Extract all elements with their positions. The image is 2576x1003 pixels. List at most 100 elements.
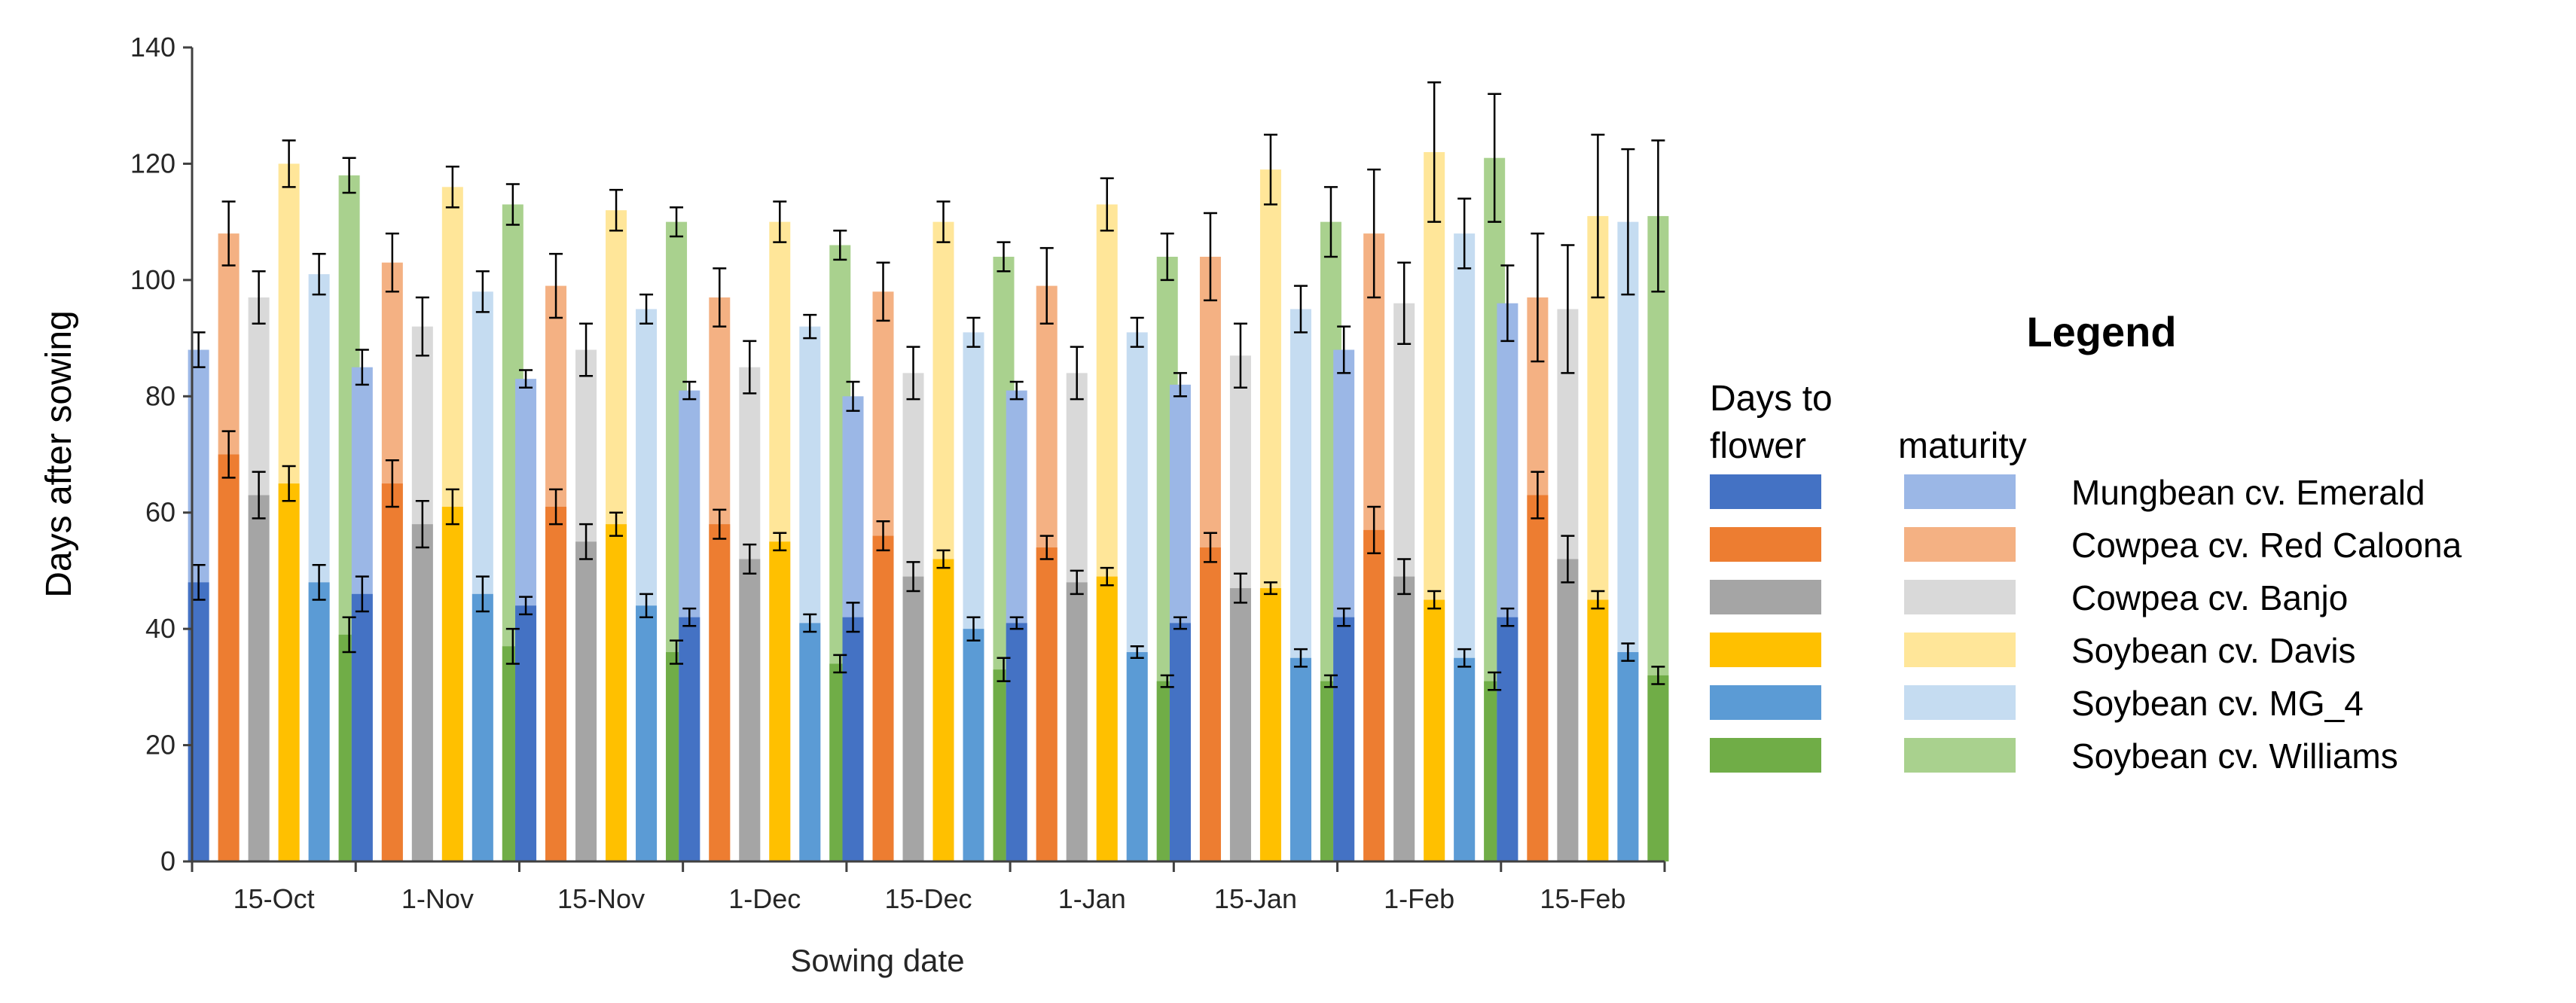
maturity-error-bar	[1173, 372, 1187, 398]
flower-bar	[636, 605, 658, 861]
flower-error-bar	[1160, 674, 1174, 688]
x-tick-label: 15-Oct	[233, 883, 315, 914]
maturity-error-bar	[876, 261, 890, 322]
flower-error-bar	[1621, 642, 1635, 662]
y-tick-label: 40	[145, 613, 175, 644]
maturity-error-bar	[1427, 81, 1442, 223]
flower-bar	[1454, 657, 1476, 861]
flower-bar	[351, 593, 373, 861]
y-ticks: 0 20 40 60 80 100 120 140	[130, 32, 192, 876]
maturity-error-bar	[966, 316, 981, 348]
legend-maturity-swatch	[1904, 633, 2016, 667]
flower-bar	[1527, 495, 1549, 861]
maturity-error-bar	[505, 183, 520, 226]
maturity-error-bar	[609, 188, 624, 232]
x-ticks: 15-Oct 1-Nov 15-Nov 1-Dec 15-Dec 1-Jan 15-Jan 1…	[191, 861, 1666, 914]
maturity-error-bar	[1323, 186, 1338, 258]
flower-bar	[799, 623, 821, 861]
flower-error-bar	[803, 613, 817, 633]
maturity-error-bar	[1651, 139, 1665, 293]
legend-maturity-header: maturity	[1898, 426, 2027, 466]
flower-error-bar	[1367, 505, 1381, 555]
flower-bar	[1497, 617, 1518, 861]
flower-error-bar	[1323, 674, 1338, 688]
maturity-error-bar	[639, 293, 654, 325]
flower-error-bar	[415, 500, 429, 549]
flower-error-bar	[966, 616, 981, 642]
flower-error-bar	[385, 459, 399, 508]
flower-bar	[1647, 675, 1669, 861]
flower-error-bar	[1233, 572, 1247, 604]
maturity-error-bar	[1367, 168, 1381, 299]
maturity-error-bar	[1397, 261, 1412, 346]
maturity-error-bar	[1070, 346, 1084, 401]
flower-error-bar	[906, 561, 920, 593]
maturity-error-bar	[670, 206, 684, 238]
flower-error-bar	[609, 511, 624, 537]
flower-bar	[1587, 599, 1609, 861]
legend-entry-label: Soybean cv. Williams	[2071, 736, 2398, 776]
maturity-error-bar	[445, 166, 459, 209]
x-axis-title: Sowing date	[790, 943, 964, 978]
maturity-error-bar	[1203, 212, 1217, 302]
flower-error-bar	[1100, 566, 1114, 587]
flower-error-bar	[743, 543, 757, 575]
flower-bar	[411, 524, 433, 861]
flower-error-bar	[936, 549, 951, 569]
flower-bar	[248, 495, 270, 861]
x-tick-label: 15-Jan	[1214, 883, 1297, 914]
legend-entry-label: Mungbean cv. Emerald	[2071, 473, 2425, 512]
x-tick-label: 1-Feb	[1384, 883, 1454, 914]
maturity-error-bar	[1130, 316, 1144, 348]
maturity-error-bar	[1337, 325, 1351, 374]
flower-bar	[1557, 559, 1579, 861]
maturity-error-bar	[1039, 247, 1054, 325]
flower-error-bar	[1130, 645, 1144, 659]
maturity-error-bar	[549, 252, 563, 319]
flower-error-bar	[549, 488, 563, 526]
maturity-error-bar	[1561, 244, 1575, 374]
maturity-error-bar	[1100, 177, 1114, 232]
legend-maturity-swatch	[1904, 738, 2016, 773]
legend-maturity-swatch	[1904, 685, 2016, 720]
y-tick-label: 60	[145, 497, 175, 528]
legend-maturity-swatch	[1904, 527, 2016, 562]
flower-error-bar	[355, 575, 369, 613]
flower-bar	[515, 605, 537, 861]
axes: 0 20 40 60 80 100 120 140 15-Oct 1-Nov 15-Nov 1-De…	[39, 32, 1666, 978]
flower-bar	[1259, 588, 1281, 861]
maturity-error-bar	[579, 322, 594, 377]
flower-bar	[545, 506, 567, 861]
flower-error-bar	[252, 471, 266, 520]
legend-entries: Mungbean cv. Emerald Cowpea cv. Red Caloo…	[1710, 473, 2462, 776]
maturity-error-bar	[1500, 264, 1515, 343]
maturity-error-bar	[997, 241, 1011, 273]
flower-bar	[575, 541, 597, 861]
flower-bar	[709, 524, 731, 861]
maturity-error-bar	[1160, 232, 1174, 282]
flower-bar	[1393, 576, 1415, 861]
flower-error-bar	[191, 563, 206, 601]
flower-error-bar	[1293, 648, 1308, 668]
maturity-error-bar	[519, 369, 533, 389]
flower-bar	[1169, 623, 1191, 861]
maturity-error-bar	[385, 232, 399, 293]
maturity-error-bar	[906, 346, 920, 401]
x-tick-label: 15-Feb	[1540, 883, 1625, 914]
maturity-error-bar	[1263, 133, 1277, 206]
legend-entry-label: Soybean cv. Davis	[2071, 631, 2356, 670]
flower-error-bar	[876, 520, 890, 552]
maturity-error-bar	[1009, 380, 1024, 401]
x-tick-label: 1-Jan	[1058, 883, 1126, 914]
flower-bar	[218, 454, 240, 861]
flower-bar	[932, 559, 954, 861]
legend: Legend Days to flower maturity Mungbean …	[1710, 308, 2462, 776]
legend-flower-swatch	[1710, 738, 1821, 773]
flower-error-bar	[1337, 607, 1351, 627]
maturity-error-bar	[1488, 93, 1502, 223]
flower-bar	[1229, 588, 1251, 861]
flower-bar	[1006, 623, 1027, 861]
maturity-error-bar	[1621, 148, 1635, 296]
flower-error-bar	[312, 563, 326, 601]
flower-error-bar	[1591, 590, 1605, 610]
